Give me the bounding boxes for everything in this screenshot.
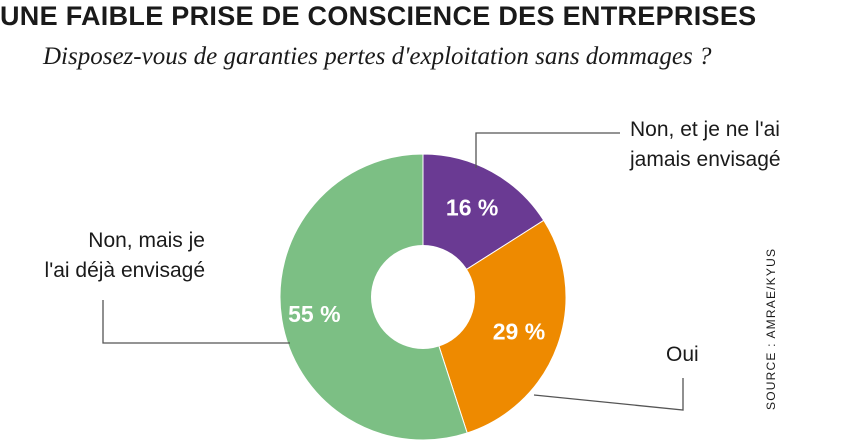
slice-oui <box>422 219 567 434</box>
source-credit: SOURCE : AMRAE/KYUS <box>764 247 778 410</box>
value-label: 55 % <box>288 301 340 327</box>
legend-label-non-deja: Non, mais je l'ai déjà envisagé <box>44 229 205 282</box>
value-label: 29 % <box>493 319 545 345</box>
legend-label-oui: Oui <box>666 343 699 366</box>
leader-line-non-deja <box>102 300 290 344</box>
leader-line-oui <box>533 378 684 411</box>
chart-subtitle: Disposez-vous de garanties pertes d'expl… <box>43 43 712 70</box>
chart-title: UNE FAIBLE PRISE DE CONSCIENCE DES ENTRE… <box>0 1 757 31</box>
value-label: 16 % <box>446 195 498 221</box>
donut-hole <box>371 245 475 349</box>
legend-label-non-jamais: Non, et je ne l'ai jamais envisagé <box>630 118 781 171</box>
leader-line-non-jamais <box>475 132 620 168</box>
